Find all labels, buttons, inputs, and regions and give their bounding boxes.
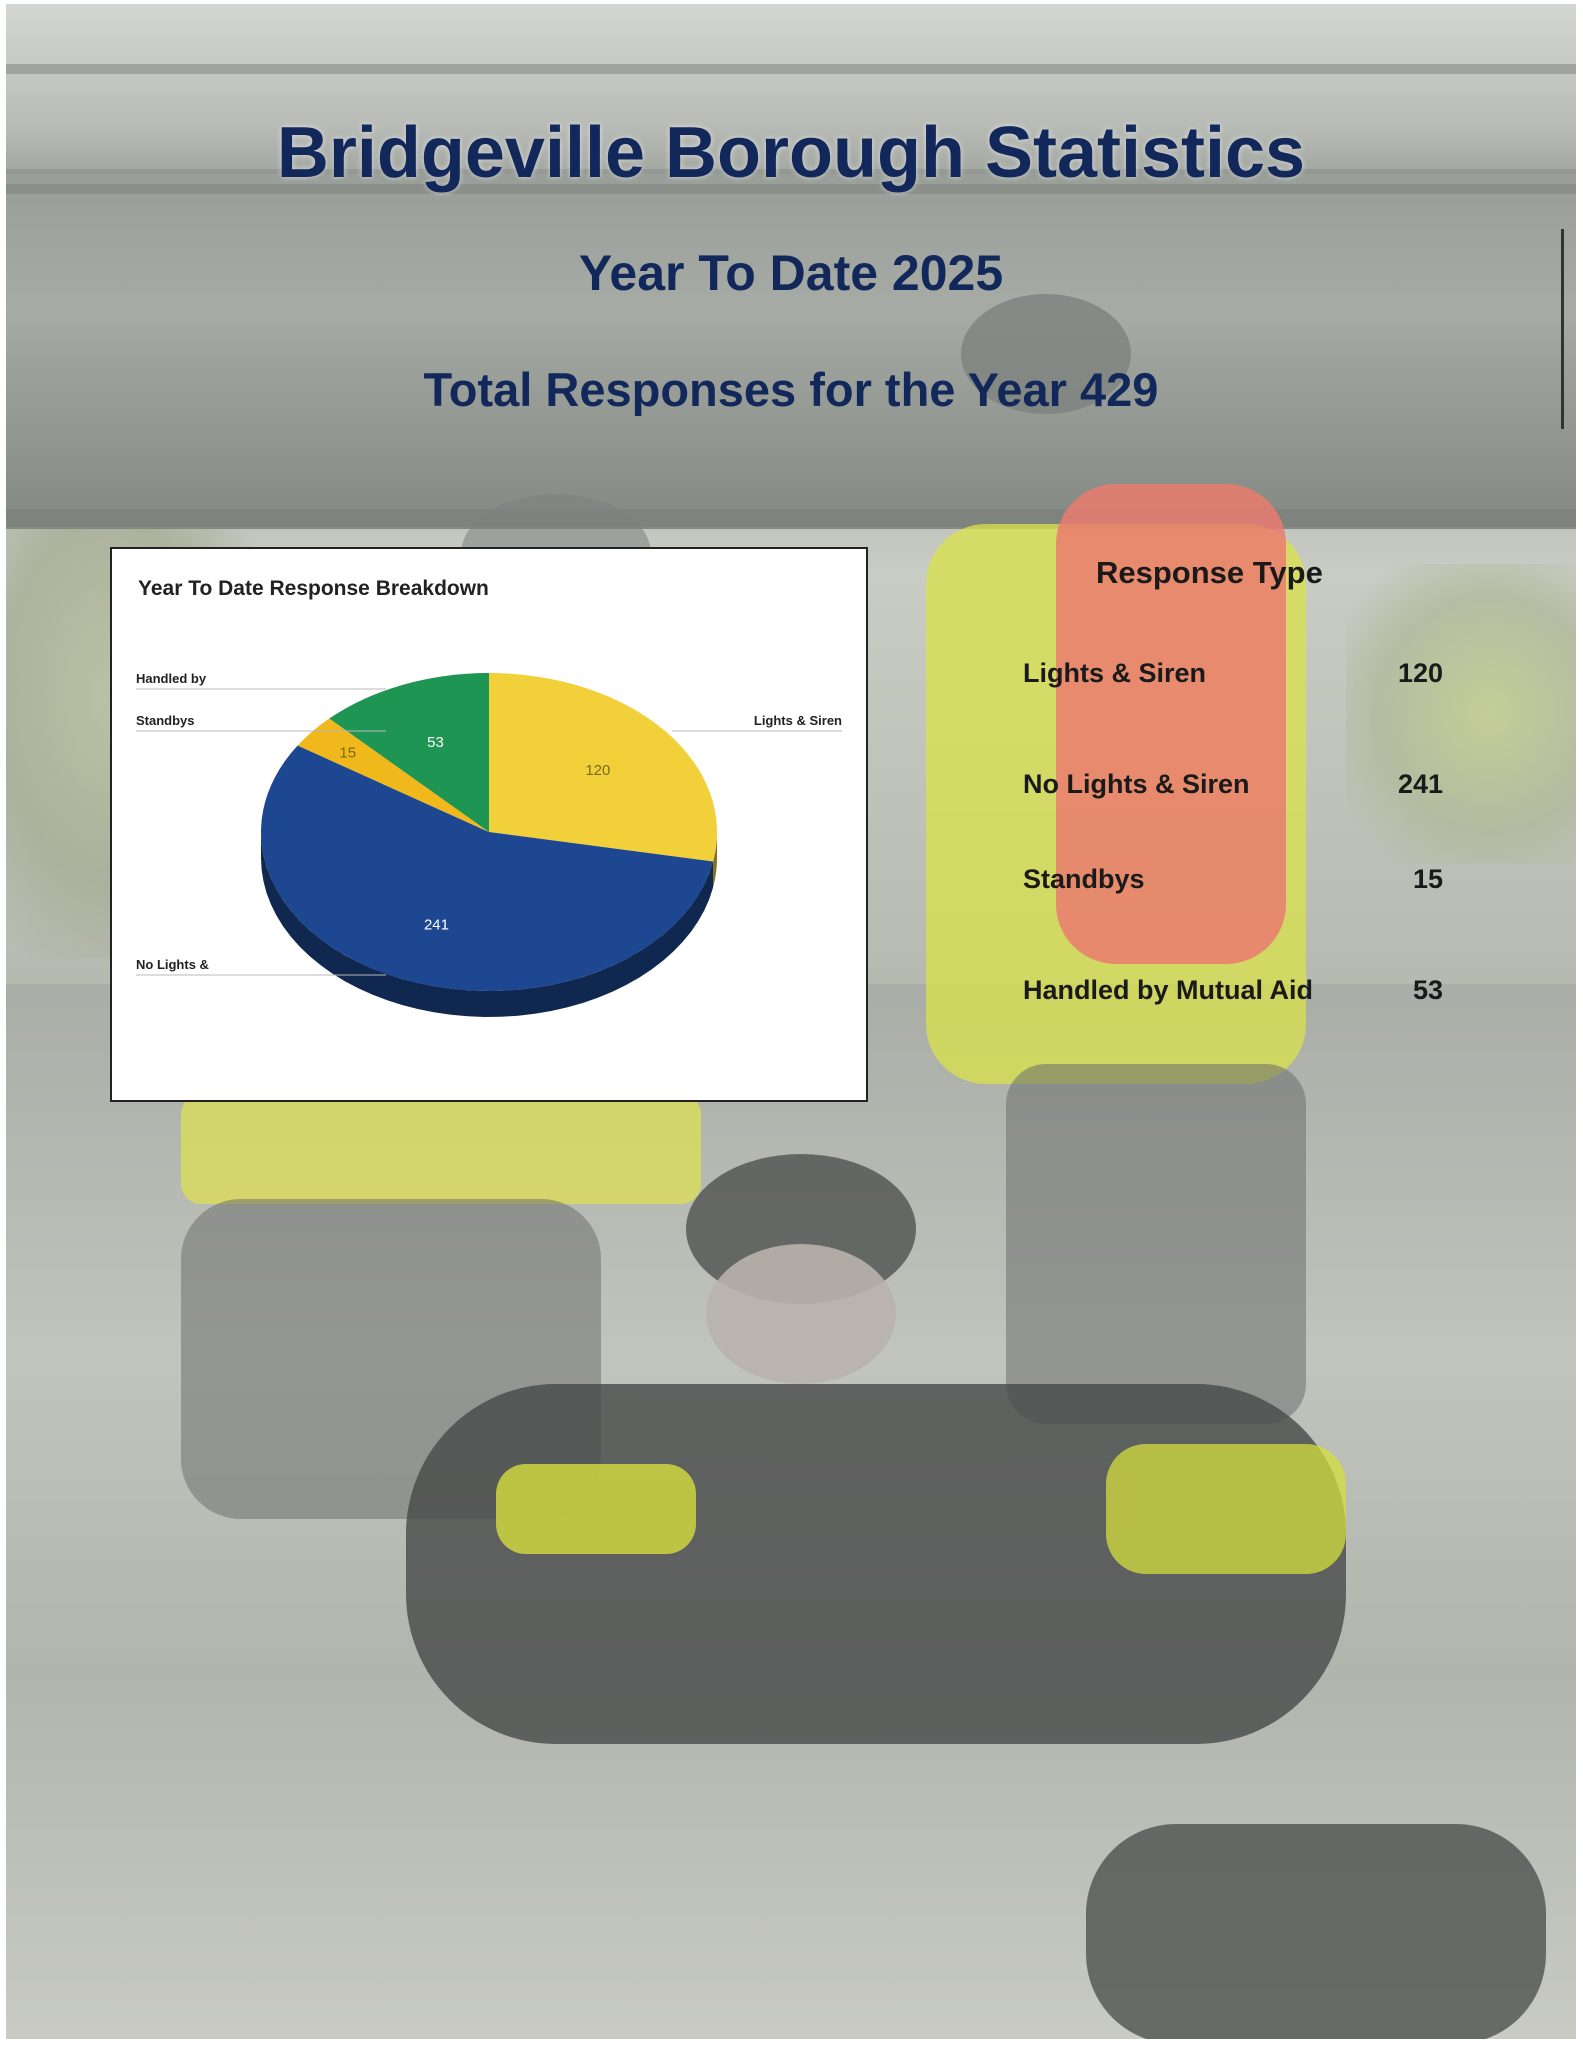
pie-value-label: 15 [339,745,356,762]
pie-category-label: Lights & Siren [754,713,842,728]
row-label: Lights & Siren [1023,658,1207,688]
pie-depth-lights-siren [713,832,717,888]
pie-category-label: No Lights & [136,957,209,972]
table-row: Handled by Mutual Aid 53 [1023,975,1443,1015]
rescuer-left-vest [181,1094,701,1204]
pie-category-label: Standbys [136,713,195,728]
row-label: Handled by Mutual Aid [1023,975,1313,1005]
total-responses: Total Responses for the Year 429 [423,363,1159,416]
pie-slice-no-lights- [261,745,714,991]
pie-category-label: Handled by [136,671,207,686]
row-value: 53 [1412,975,1443,1005]
document-page: Bridgeville Borough Statistics Year To D… [6,4,1576,2039]
pie-value-label: 241 [424,917,449,934]
table-row: Standbys 15 [1023,864,1443,904]
pie-slices [261,673,717,991]
pie-depth [261,832,717,1017]
rescuer-right-pfd [1056,484,1286,964]
pie-values: 120 241 15 53 [339,734,610,934]
rescuer-right-legs [1006,1064,1306,1424]
page-title: Bridgeville Borough Statistics [276,113,1306,193]
patient-face [706,1244,896,1384]
pie-labels: Lights & Siren No Lights & Standbys Handled… [136,671,842,976]
foliage-right [1346,564,1576,864]
pie-chart: 120 241 15 53 Lights & Siren No Lights & Stan… [136,671,842,1017]
pie-depth-no-lights- [261,832,714,1017]
row-value: 15 [1412,864,1443,894]
helmet-icon [961,294,1131,414]
table-row: Lights & Siren 120 [1023,658,1443,698]
pie-value-label: 53 [427,734,444,751]
scan-edge-line [1561,229,1564,429]
row-label: No Lights & Siren [1023,769,1250,799]
patient-reflective-stripe [1106,1444,1346,1574]
patient-reflective-stripe [496,1464,696,1554]
pie-value-label: 120 [585,762,610,779]
pie-slice-handled-by [329,673,489,832]
row-label: Standbys [1023,864,1145,894]
pie-chart-card: 120 241 15 53 Lights & Siren No Lights & Stan… [110,547,868,1102]
bridge-beam [6,64,1576,74]
row-value: 120 [1397,658,1443,688]
rescuer-boot [1086,1824,1546,2039]
bridge-deck [6,4,1576,174]
bridge-structure [6,169,1576,529]
chart-title: Year To Date Response Breakdown [138,577,489,600]
bridge-beam [6,184,1576,194]
response-type-header: Response Type [1096,555,1323,590]
page-subtitle: Year To Date 2025 [578,245,1004,301]
pie-slice-standbys [297,718,489,832]
row-value: 241 [1397,769,1443,799]
table-row: No Lights & Siren 241 [1023,769,1443,809]
pie-slice-lights-siren [489,673,717,862]
bridge-beam [6,509,1576,527]
